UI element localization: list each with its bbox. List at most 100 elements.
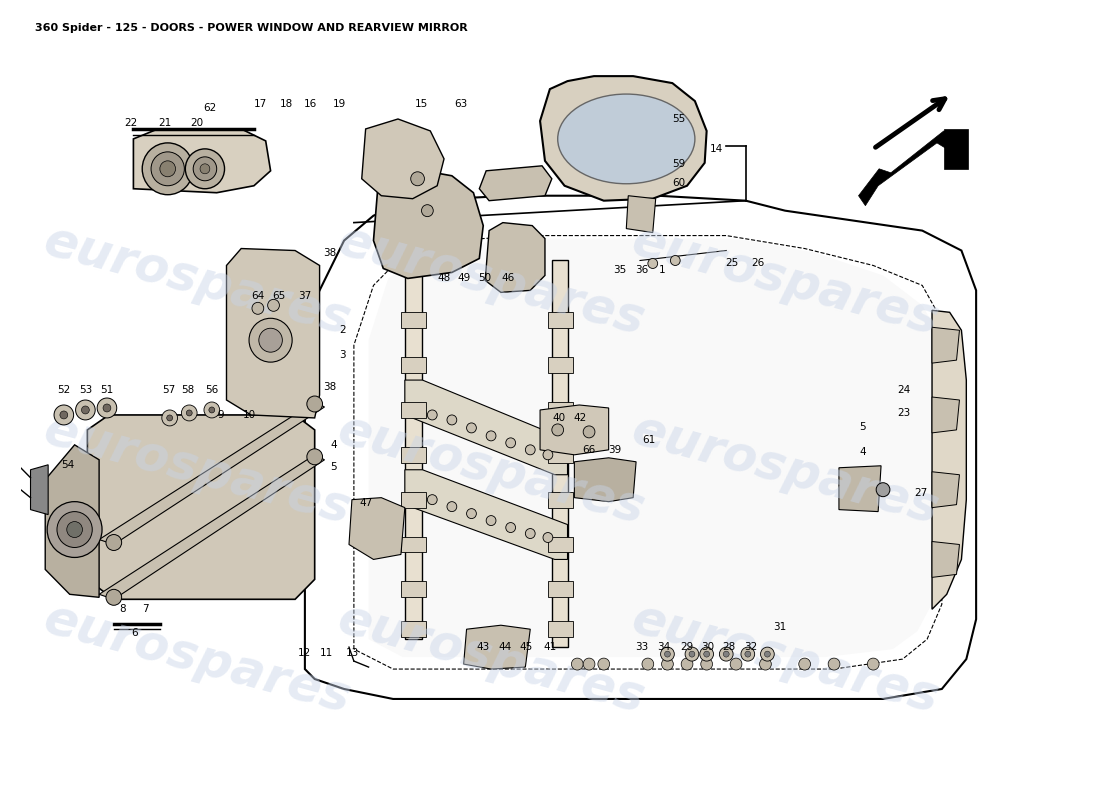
Text: 7: 7	[142, 604, 148, 614]
Circle shape	[724, 651, 729, 657]
Text: 17: 17	[254, 99, 267, 109]
Text: 36: 36	[636, 266, 649, 275]
Bar	[548, 447, 573, 462]
Polygon shape	[540, 405, 608, 455]
Polygon shape	[480, 166, 552, 201]
Text: 40: 40	[552, 413, 565, 423]
Polygon shape	[463, 626, 530, 669]
Circle shape	[868, 658, 879, 670]
Text: eurospares: eurospares	[626, 406, 944, 534]
Polygon shape	[552, 261, 568, 647]
Text: eurospares: eurospares	[39, 406, 356, 534]
Text: 59: 59	[672, 159, 685, 169]
Text: 12: 12	[298, 648, 311, 658]
Text: eurospares: eurospares	[332, 595, 650, 723]
Bar	[400, 582, 427, 598]
Circle shape	[760, 647, 774, 661]
Text: 33: 33	[636, 642, 649, 652]
Circle shape	[506, 522, 516, 533]
Polygon shape	[349, 498, 405, 559]
Bar	[400, 402, 427, 418]
Text: 34: 34	[657, 642, 670, 652]
Bar	[400, 537, 427, 553]
Circle shape	[877, 482, 890, 497]
Circle shape	[661, 647, 674, 661]
Circle shape	[466, 423, 476, 433]
Circle shape	[828, 658, 840, 670]
Circle shape	[307, 396, 322, 412]
Circle shape	[200, 164, 210, 174]
Polygon shape	[574, 458, 636, 502]
Polygon shape	[932, 397, 959, 433]
Text: 28: 28	[723, 642, 736, 652]
Circle shape	[47, 502, 102, 558]
Bar	[548, 537, 573, 553]
Circle shape	[571, 658, 583, 670]
Circle shape	[664, 651, 670, 657]
Polygon shape	[540, 76, 706, 201]
Circle shape	[76, 400, 96, 420]
Bar	[548, 492, 573, 508]
Circle shape	[583, 426, 595, 438]
Text: 5: 5	[859, 422, 866, 432]
Bar	[400, 622, 427, 637]
Circle shape	[151, 152, 185, 186]
Circle shape	[719, 647, 733, 661]
Text: 49: 49	[456, 274, 471, 283]
Text: 64: 64	[251, 291, 264, 302]
Text: 47: 47	[359, 498, 372, 508]
Text: 4: 4	[330, 440, 337, 450]
Circle shape	[97, 398, 117, 418]
Circle shape	[160, 161, 176, 177]
Bar	[548, 582, 573, 598]
Polygon shape	[99, 455, 324, 599]
Polygon shape	[932, 310, 966, 610]
Circle shape	[428, 410, 437, 420]
Circle shape	[410, 172, 425, 186]
Ellipse shape	[558, 94, 695, 184]
Polygon shape	[839, 466, 881, 512]
Circle shape	[681, 658, 693, 670]
Bar	[944, 129, 968, 169]
Text: 3: 3	[339, 350, 345, 360]
Circle shape	[81, 406, 89, 414]
Circle shape	[252, 302, 264, 314]
Text: 39: 39	[608, 445, 622, 455]
Polygon shape	[932, 327, 959, 363]
Circle shape	[543, 533, 553, 542]
Text: 15: 15	[415, 99, 428, 109]
Bar	[548, 402, 573, 418]
Circle shape	[142, 143, 194, 194]
Circle shape	[685, 647, 698, 661]
Polygon shape	[405, 261, 422, 639]
Circle shape	[661, 658, 673, 670]
Polygon shape	[45, 445, 99, 598]
Text: 30: 30	[701, 642, 714, 652]
Circle shape	[486, 515, 496, 526]
Polygon shape	[932, 542, 959, 578]
Text: 26: 26	[751, 258, 764, 269]
Circle shape	[167, 415, 173, 421]
Circle shape	[466, 509, 476, 518]
Polygon shape	[932, 472, 959, 508]
Text: 31: 31	[773, 622, 786, 632]
Circle shape	[258, 328, 283, 352]
Polygon shape	[99, 402, 324, 545]
Text: 43: 43	[476, 642, 490, 652]
Text: 32: 32	[744, 642, 758, 652]
Polygon shape	[405, 470, 568, 559]
Circle shape	[799, 658, 811, 670]
Text: 19: 19	[332, 99, 345, 109]
Circle shape	[447, 502, 456, 512]
Bar	[400, 357, 427, 373]
Circle shape	[486, 431, 496, 441]
Circle shape	[598, 658, 609, 670]
Text: 27: 27	[914, 488, 928, 498]
Text: 66: 66	[582, 445, 596, 455]
Text: 9: 9	[218, 410, 224, 420]
Circle shape	[730, 658, 741, 670]
Circle shape	[103, 404, 111, 412]
Circle shape	[194, 157, 217, 181]
Text: eurospares: eurospares	[332, 216, 650, 345]
Circle shape	[428, 494, 437, 505]
